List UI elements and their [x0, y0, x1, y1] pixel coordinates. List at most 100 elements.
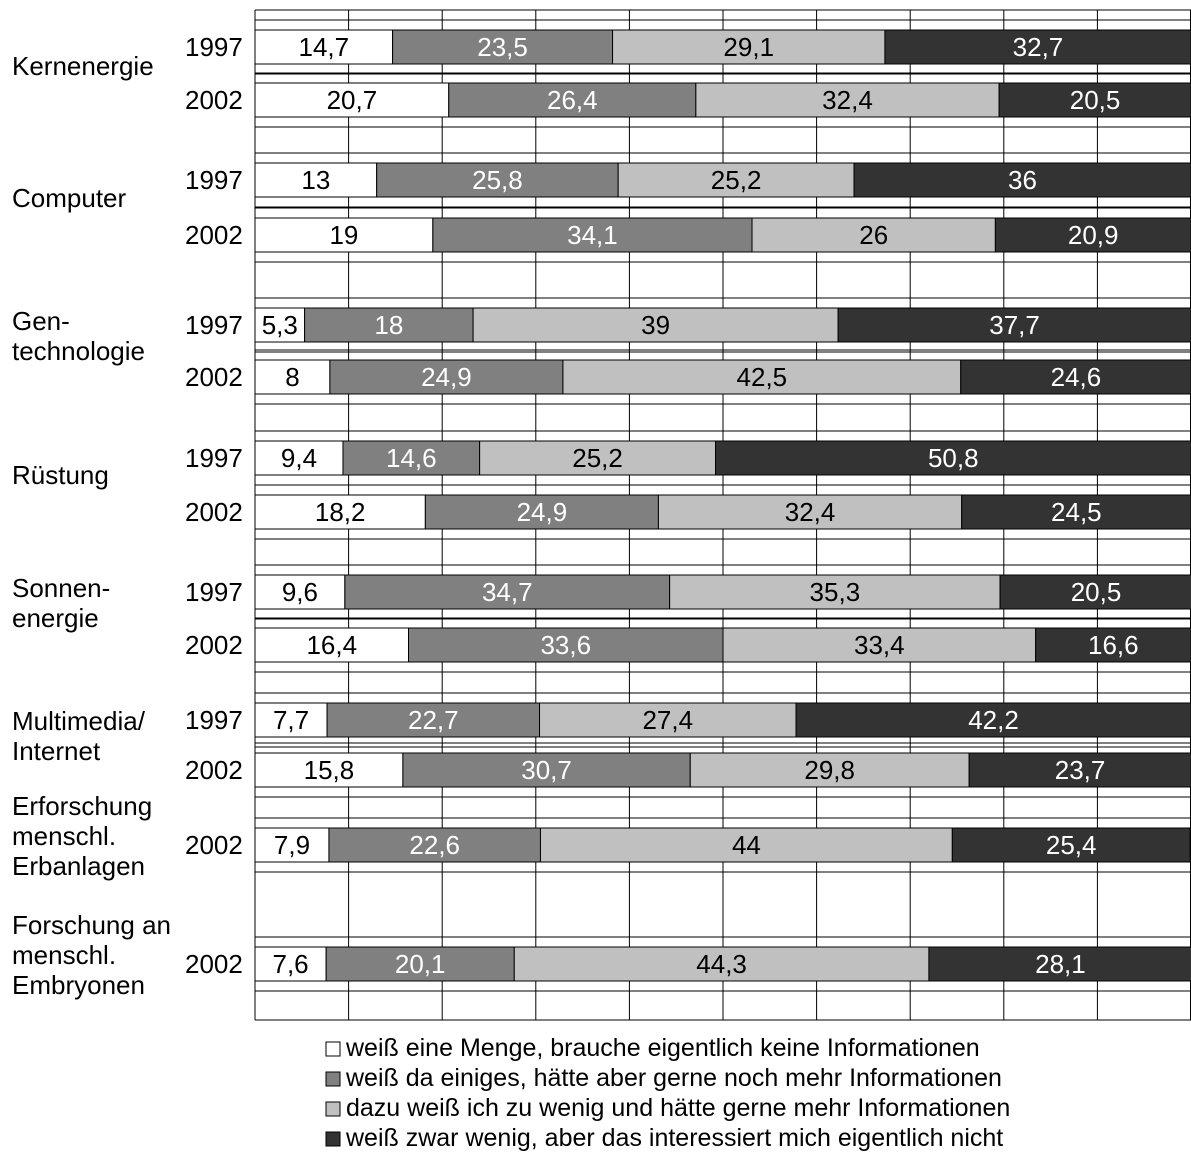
data-label: 42,5 — [737, 362, 788, 392]
bar-segment — [304, 307, 474, 343]
data-label: 24,9 — [421, 362, 472, 392]
data-label: 18,2 — [315, 497, 366, 527]
bar-segment — [329, 359, 564, 395]
data-label: 28,1 — [1035, 949, 1086, 979]
year-label: 1997 — [185, 577, 243, 607]
bar-segment — [472, 307, 839, 343]
data-label: 29,8 — [804, 755, 855, 785]
bar-segment — [254, 946, 327, 982]
bar-segment — [254, 162, 378, 198]
bar-segment — [951, 827, 1191, 863]
data-label: 50,8 — [928, 443, 979, 473]
bar-segment — [1035, 627, 1191, 663]
bar-segment — [960, 359, 1191, 395]
bar-segment — [513, 946, 930, 982]
data-label: 32,4 — [785, 497, 836, 527]
bar-segment — [254, 359, 331, 395]
year-label: 2002 — [185, 949, 243, 979]
category-label: menschl. — [12, 940, 116, 970]
year-label: 1997 — [185, 32, 243, 62]
legend-label: weiß da einiges, hätte aber gerne noch m… — [345, 1064, 1002, 1092]
data-label: 25,8 — [472, 165, 523, 195]
bar-segment — [448, 82, 697, 118]
bar-segment — [689, 752, 970, 788]
data-label: 32,4 — [822, 85, 873, 115]
year-label: 2002 — [185, 830, 243, 860]
bar-segment — [254, 440, 344, 476]
year-label: 1997 — [185, 310, 243, 340]
category-label: Gen- — [12, 306, 70, 336]
category-label: Kernenergie — [12, 51, 154, 81]
bar-segment — [968, 752, 1191, 788]
bar-segment — [562, 359, 962, 395]
legend-label: weiß eine Menge, brauche eigentlich kein… — [345, 1034, 980, 1062]
category-label: Sonnen- — [12, 573, 110, 603]
data-label: 22,6 — [409, 830, 460, 860]
bar-segment — [998, 82, 1191, 118]
data-label: 39 — [641, 310, 670, 340]
data-label: 23,7 — [1055, 755, 1106, 785]
bar-segment — [795, 702, 1191, 738]
category-label: Internet — [12, 736, 101, 766]
data-label: 7,9 — [274, 830, 310, 860]
bar-segment — [722, 627, 1037, 663]
bar-segment — [657, 494, 963, 530]
data-label: 20,5 — [1071, 577, 1122, 607]
data-label: 42,2 — [968, 705, 1019, 735]
bar-segment — [961, 494, 1191, 530]
data-label: 5,3 — [262, 310, 298, 340]
year-label: 2002 — [185, 497, 243, 527]
data-label: 7,7 — [273, 705, 309, 735]
data-label: 33,4 — [854, 630, 905, 660]
data-label: 24,9 — [517, 497, 568, 527]
bar-segment — [612, 29, 886, 65]
bar-segment — [539, 702, 797, 738]
category-label: Embryonen — [12, 970, 145, 1000]
data-label: 36 — [1008, 165, 1037, 195]
data-label: 37,7 — [989, 310, 1040, 340]
data-label: 44,3 — [696, 949, 747, 979]
data-label: 20,9 — [1068, 220, 1119, 250]
category-label: Erbanlagen — [12, 851, 145, 881]
legend-swatch — [325, 1101, 341, 1117]
category-label: Forschung an — [12, 910, 171, 940]
data-label: 35,3 — [810, 577, 861, 607]
category-label: technologie — [12, 336, 145, 366]
bar-segment — [999, 574, 1191, 610]
data-label: 27,4 — [642, 705, 693, 735]
bar-segment — [715, 440, 1191, 476]
legend-swatch — [325, 1071, 341, 1087]
data-label: 25,2 — [711, 165, 762, 195]
data-label: 26 — [859, 220, 888, 250]
data-label: 24,6 — [1051, 362, 1102, 392]
year-label: 2002 — [185, 362, 243, 392]
bar-segment — [342, 440, 481, 476]
data-label: 19 — [329, 220, 358, 250]
year-label: 2002 — [185, 220, 243, 250]
data-label: 9,6 — [282, 577, 318, 607]
bar-segment — [669, 574, 1001, 610]
data-label: 9,4 — [281, 443, 317, 473]
bar-segment — [837, 307, 1191, 343]
bar-segment — [695, 82, 1000, 118]
legend-label: weiß zwar wenig, aber das interessiert m… — [345, 1124, 1003, 1152]
bar-segment — [254, 574, 346, 610]
data-label: 13 — [301, 165, 330, 195]
data-label: 20,1 — [395, 949, 446, 979]
data-label: 32,7 — [1013, 32, 1064, 62]
data-label: 14,7 — [298, 32, 349, 62]
data-label: 29,1 — [723, 32, 774, 62]
bar-segment — [254, 627, 410, 663]
data-label: 20,7 — [327, 85, 378, 115]
data-label: 30,7 — [521, 755, 572, 785]
category-label: Computer — [12, 183, 126, 213]
data-label: 16,4 — [306, 630, 357, 660]
bar-segment — [254, 827, 330, 863]
data-label: 34,1 — [567, 220, 618, 250]
bar-segment — [479, 440, 717, 476]
legend-label: dazu weiß ich zu wenig und hätte gerne m… — [346, 1094, 1010, 1122]
bar-segment — [539, 827, 953, 863]
data-label: 8 — [285, 362, 299, 392]
year-label: 2002 — [185, 630, 243, 660]
